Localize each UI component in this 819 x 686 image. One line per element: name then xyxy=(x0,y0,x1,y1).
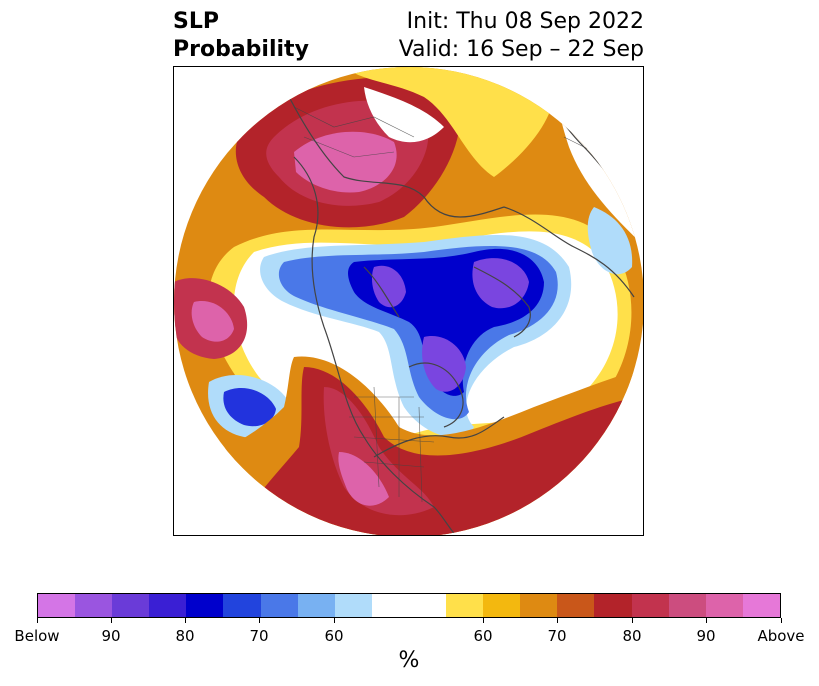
colorbar-segment xyxy=(408,594,447,617)
colorbar-tick-label: 70 xyxy=(547,627,567,645)
below-max-hudson xyxy=(422,336,466,392)
above-south-core xyxy=(338,452,389,506)
white-top xyxy=(364,87,444,143)
colorbar-tick-label: 60 xyxy=(473,627,493,645)
colorbar-unit: % xyxy=(398,648,420,673)
colorbar-tick-label: Above xyxy=(757,627,805,645)
colorbar-tick-label: 60 xyxy=(324,627,344,645)
map-panel xyxy=(173,66,644,536)
valid-range: Valid: 16 Sep – 22 Sep xyxy=(398,37,644,62)
colorbar-segment xyxy=(446,594,484,617)
colorbar-segment xyxy=(557,594,595,617)
title-product: Probability xyxy=(173,37,309,62)
colorbar-segment xyxy=(38,594,76,617)
colorbar-segment xyxy=(112,594,150,617)
colorbar-tick-label: 70 xyxy=(249,627,269,645)
colorbar-tick-label: 90 xyxy=(101,627,121,645)
colorbar-segment xyxy=(742,594,780,617)
colorbar-segment xyxy=(260,594,298,617)
probability-map xyxy=(174,67,643,535)
colorbar-tick-mark xyxy=(632,618,633,623)
colorbar-tick-mark xyxy=(483,618,484,623)
colorbar-segment xyxy=(149,594,187,617)
init-date: Init: Thu 08 Sep 2022 xyxy=(406,9,644,34)
colorbar-segment xyxy=(297,594,335,617)
colorbar-tick-label: 80 xyxy=(622,627,642,645)
colorbar-tick-mark xyxy=(334,618,335,623)
colorbar-tick-mark xyxy=(185,618,186,623)
colorbar-segment xyxy=(186,594,224,617)
colorbar-tick-mark xyxy=(37,618,38,623)
colorbar-segment xyxy=(371,594,409,617)
colorbar-tick-mark xyxy=(781,618,782,623)
colorbar-segment xyxy=(594,594,632,617)
colorbar-segment xyxy=(668,594,706,617)
colorbar-segment xyxy=(223,594,261,617)
colorbar-segment xyxy=(483,594,521,617)
above-pacific-core xyxy=(191,301,234,342)
colorbar-tick-label: 80 xyxy=(175,627,195,645)
colorbar-tick-mark xyxy=(259,618,260,623)
colorbar-segment xyxy=(705,594,743,617)
below-max-scandinavia xyxy=(472,258,529,309)
below-pacific-core xyxy=(223,388,276,427)
title-left: SLP Probability xyxy=(173,8,309,64)
colorbar-tick-mark xyxy=(706,618,707,623)
colorbar xyxy=(37,593,781,618)
colorbar-segment xyxy=(75,594,113,617)
title-right: Init: Thu 08 Sep 2022 Valid: 16 Sep – 22… xyxy=(399,8,644,64)
colorbar-segment xyxy=(334,594,372,617)
below-max-greenland xyxy=(371,265,406,308)
below-east-light xyxy=(587,207,633,275)
colorbar-tick-label: 90 xyxy=(696,627,716,645)
colorbar-tick-label: Below xyxy=(14,627,60,645)
colorbar-tick-mark xyxy=(111,618,112,623)
colorbar-segment xyxy=(520,594,558,617)
colorbar-segment xyxy=(631,594,669,617)
yellow-top xyxy=(344,67,556,177)
title-variable: SLP xyxy=(173,9,219,34)
colorbar-tick-mark xyxy=(557,618,558,623)
